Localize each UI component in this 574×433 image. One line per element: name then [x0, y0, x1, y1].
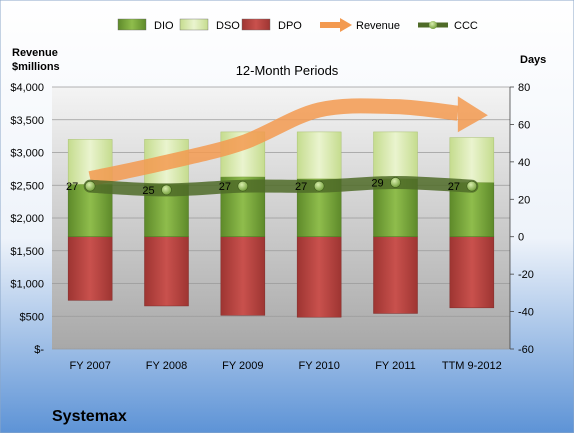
left-tick-label: $2,000: [10, 213, 44, 225]
category-label: FY 2007: [69, 360, 110, 372]
left-tick-label: $1,500: [10, 246, 44, 258]
bar-dpo: [449, 236, 495, 309]
legend-swatch-head: [340, 18, 352, 32]
revenue-series: [88, 96, 488, 187]
category-labels: FY 2007 FY 2008 FY 2009 FY 2010 FY 2011 TTM 9…: [69, 360, 501, 372]
chart-title: 12-Month Periods: [236, 63, 339, 78]
category-label: TTM 9-2012: [442, 360, 502, 372]
legend-item: Revenue: [320, 18, 400, 32]
right-tick-label: 60: [518, 119, 530, 131]
ccc-point: [161, 184, 172, 196]
legend-swatch-dot: [429, 21, 437, 29]
category-label: FY 2010: [298, 360, 339, 372]
ccc-data-label: 27: [66, 181, 78, 193]
ccc-series: 27 25 27 27 29 27: [66, 175, 479, 197]
bar-dso: [449, 137, 495, 183]
ccc-data-label: 27: [295, 181, 307, 193]
left-tick-label: $3,000: [10, 148, 44, 160]
ccc-point: [313, 180, 325, 192]
category-label: FY 2009: [222, 360, 263, 372]
legend-label: DSO: [216, 20, 240, 32]
revenue-line: [88, 98, 459, 187]
legend-swatch: [241, 18, 271, 31]
left-tick-label: $-: [34, 344, 44, 356]
left-axis-label-line1: Revenue: [12, 47, 58, 59]
right-tick-label: 40: [518, 157, 530, 169]
bar-dpo: [296, 236, 342, 318]
bar-dso: [373, 131, 418, 179]
legend-item: DPO: [241, 18, 302, 32]
legend-item: DSO: [179, 18, 240, 32]
category-label: FY 2008: [146, 360, 187, 372]
ccc-point: [466, 180, 478, 192]
left-tick-label: $2,500: [10, 180, 44, 192]
bar-dpo: [144, 236, 189, 307]
right-tick-label: 20: [518, 194, 530, 206]
legend-swatch: [179, 18, 209, 31]
left-tick-label: $500: [20, 311, 44, 323]
bar-dpo: [220, 236, 266, 316]
legend: DIO DSO DPO Revenue CCC: [117, 18, 478, 32]
right-tick-label: -20: [518, 269, 534, 281]
ccc-data-label: 29: [371, 177, 383, 189]
left-tick-label: $1,000: [10, 279, 44, 291]
legend-swatch: [117, 18, 147, 31]
legend-label: CCC: [454, 20, 478, 32]
right-tick-label: -60: [518, 344, 534, 356]
legend-item: CCC: [418, 20, 478, 32]
left-tick-label: $4,000: [10, 82, 44, 94]
right-axis-label: Days: [520, 54, 546, 66]
bar-dso: [296, 131, 342, 179]
bar-dpo: [67, 236, 113, 301]
legend-label: DIO: [154, 20, 174, 32]
ccc-data-label: 25: [142, 185, 154, 197]
revenue-arrowhead: [457, 96, 488, 133]
category-label: FY 2011: [375, 360, 416, 372]
ccc-line: [83, 175, 479, 197]
ccc-data-label: 27: [448, 181, 460, 193]
company-name: Systemax: [52, 408, 127, 425]
right-tick-label: 0: [518, 232, 524, 244]
legend-item: DIO: [117, 18, 174, 32]
ccc-data-label: 27: [219, 181, 231, 193]
left-axis-label-line2: $millions: [12, 61, 60, 73]
right-tick-label: 80: [518, 82, 530, 94]
ccc-point: [84, 180, 96, 192]
right-tick-label: -40: [518, 307, 534, 319]
bar-dpo: [373, 236, 418, 314]
left-axis-ticks: $- $500 $1,000 $1,500 $2,000 $2,500 $3,000 $3,5…: [10, 82, 44, 356]
legend-label: DPO: [278, 20, 302, 32]
left-tick-label: $3,500: [10, 115, 44, 127]
right-axis-ticks: -60 -40 -20 0 20 40 60 80: [509, 82, 534, 356]
legend-label: Revenue: [356, 20, 400, 32]
ccc-point: [390, 177, 401, 188]
ccc-point: [237, 180, 249, 192]
